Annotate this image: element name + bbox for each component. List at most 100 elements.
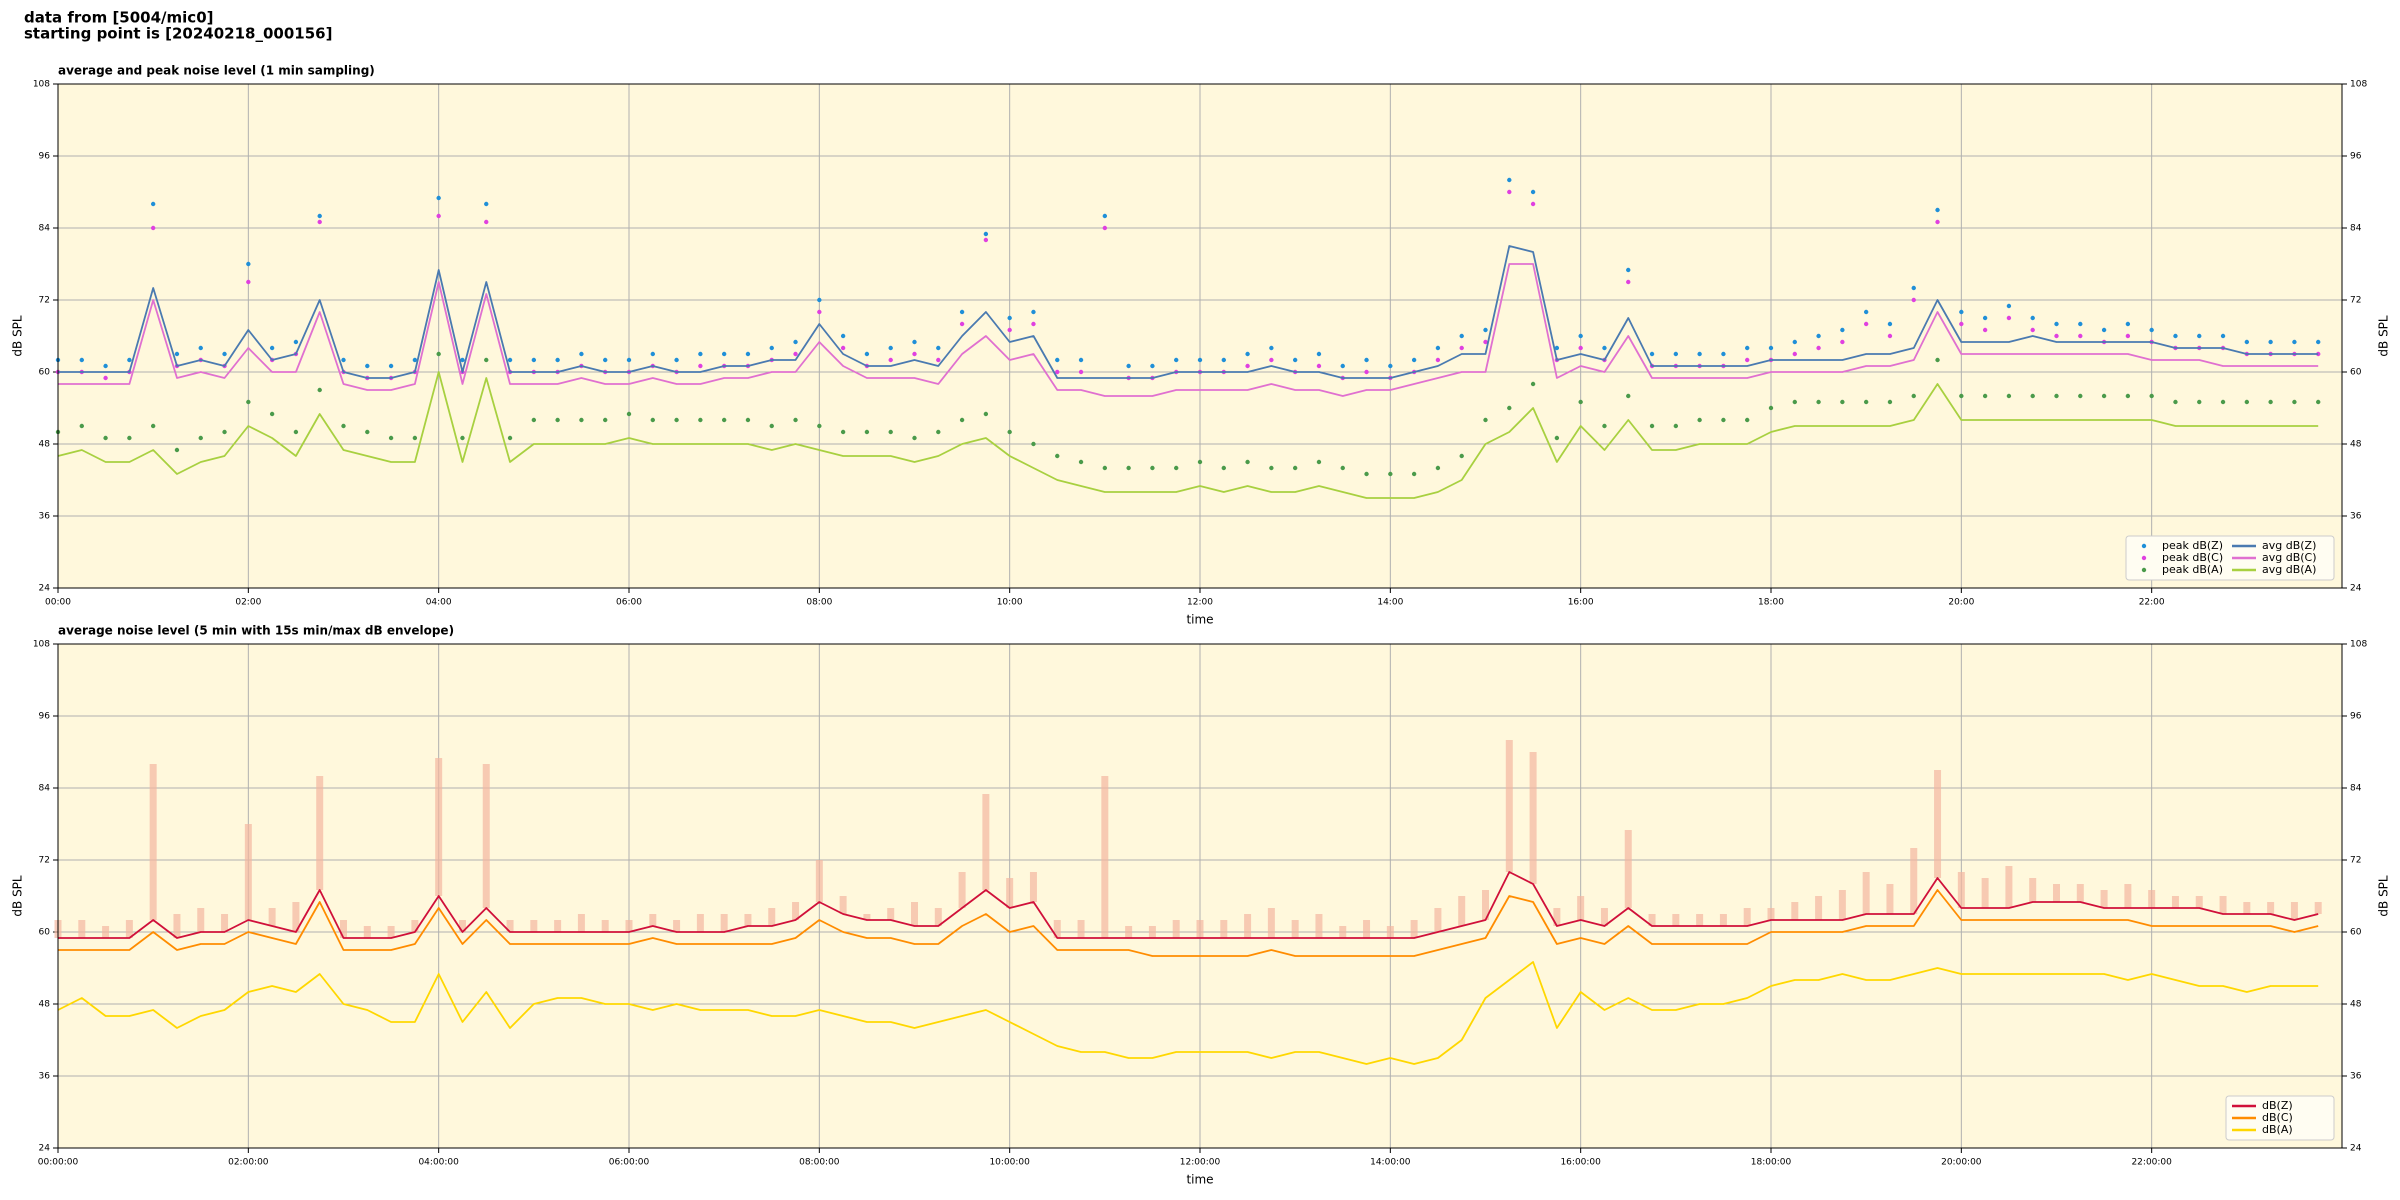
peak-dot — [698, 417, 703, 423]
peak-dot — [1673, 351, 1679, 357]
peak-dot — [1649, 423, 1655, 429]
chart-title: average noise level (5 min with 15s min/… — [58, 624, 454, 638]
plot-frame — [57, 643, 2343, 1149]
header-line: starting point is [20240218_000156] — [24, 25, 332, 43]
peak-dot — [1721, 417, 1726, 423]
peak-dot — [1911, 297, 1916, 303]
peak-dot — [983, 237, 989, 243]
peak-dot — [1626, 279, 1631, 285]
y-tick-label: 96 — [39, 712, 51, 722]
y-tick-label: 84 — [39, 224, 51, 234]
peak-dot — [721, 417, 727, 423]
peak-dot — [1316, 351, 1322, 357]
peak-dot — [1982, 315, 1988, 321]
peak-dot — [1507, 405, 1512, 411]
peak-dot — [103, 363, 108, 369]
y-tick-label: 60 — [2350, 368, 2362, 378]
peak-dot — [721, 351, 727, 357]
peak-dot — [1292, 357, 1298, 363]
peak-dot — [1007, 327, 1012, 333]
x-tick-label: 08:00 — [806, 598, 832, 608]
peak-dot — [626, 411, 632, 417]
peak-dot — [1364, 471, 1369, 477]
peak-dot — [412, 435, 418, 441]
peak-dot — [1364, 369, 1369, 375]
peak-dot — [840, 345, 846, 351]
peak-dot — [293, 339, 299, 345]
y-tick-label: 108 — [2350, 640, 2367, 650]
peak-dot — [412, 357, 418, 363]
peak-dot — [2220, 333, 2226, 339]
y-tick-label: 48 — [39, 440, 51, 450]
peak-dot — [864, 351, 870, 357]
peak-dot — [1697, 417, 1702, 423]
peak-dot — [1388, 363, 1393, 369]
peak-dot — [1174, 465, 1179, 471]
legend-marker — [2141, 567, 2147, 573]
y-tick-label: 72 — [2350, 296, 2361, 306]
y-tick-label: 24 — [2350, 1144, 2362, 1154]
peak-dot — [912, 351, 917, 357]
peak-dot — [484, 219, 489, 225]
peak-dot — [2030, 393, 2035, 399]
x-tick-label: 18:00 — [1758, 598, 1784, 608]
peak-dot — [555, 417, 560, 423]
y-tick-label: 48 — [39, 1000, 51, 1010]
peak-dot — [2292, 339, 2297, 345]
x-tick-label: 00:00:00 — [38, 1158, 79, 1168]
peak-dot — [1911, 393, 1916, 399]
x-axis-label: time — [1186, 613, 1213, 627]
peak-dot — [103, 435, 108, 441]
legend-label: avg dB(C) — [2262, 551, 2317, 564]
peak-dot — [1887, 333, 1893, 339]
y-tick-label: 24 — [2350, 584, 2362, 594]
peak-dot — [1792, 351, 1797, 357]
peak-dot — [626, 357, 632, 363]
peak-dot — [1578, 399, 1583, 405]
peak-dot — [150, 423, 156, 429]
y-tick-label: 96 — [39, 152, 51, 162]
peak-dot — [1578, 333, 1583, 339]
peak-dot — [959, 309, 965, 315]
y-tick-label: 72 — [39, 856, 50, 866]
y-tick-label: 36 — [2350, 1072, 2362, 1082]
peak-dot — [174, 351, 180, 357]
peak-dot — [436, 195, 441, 201]
peak-dot — [603, 417, 608, 423]
peak-dot — [460, 357, 465, 363]
peak-dot — [246, 399, 251, 405]
y-tick-label: 24 — [39, 1144, 51, 1154]
peak-dot — [1150, 465, 1155, 471]
peak-dot — [1316, 459, 1322, 465]
legend-label: dB(Z) — [2262, 1099, 2293, 1112]
peak-dot — [127, 435, 132, 441]
peak-dot — [198, 345, 203, 351]
peak-dot — [2125, 321, 2131, 327]
peak-dot — [912, 339, 917, 345]
peak-dot — [1816, 333, 1821, 339]
peak-dot — [1507, 177, 1512, 183]
peak-dot — [888, 429, 893, 435]
peak-dot — [1078, 369, 1084, 375]
y-tick-label: 60 — [39, 928, 51, 938]
series-line — [58, 245, 2319, 379]
peak-dot — [817, 297, 822, 303]
peak-dot — [1292, 465, 1298, 471]
peak-dot — [1840, 339, 1845, 345]
peak-dot — [79, 357, 84, 363]
peak-dot — [341, 357, 346, 363]
peak-dot — [603, 357, 608, 363]
peak-dot — [1483, 417, 1488, 423]
peak-dot — [198, 435, 203, 441]
legend-label: avg dB(Z) — [2262, 539, 2316, 552]
peak-dot — [531, 357, 537, 363]
peak-dot — [698, 351, 703, 357]
peak-dot — [698, 363, 703, 369]
peak-dot — [1435, 345, 1441, 351]
peak-dot — [1745, 345, 1750, 351]
peak-dot — [2006, 393, 2012, 399]
x-tick-label: 14:00:00 — [1370, 1158, 1411, 1168]
peak-dot — [1245, 351, 1250, 357]
peak-dot — [1031, 441, 1036, 447]
